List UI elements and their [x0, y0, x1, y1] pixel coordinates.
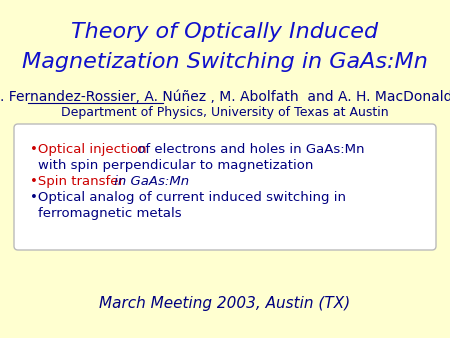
Text: •Spin transfer: •Spin transfer — [30, 175, 124, 188]
Text: Theory of Optically Induced: Theory of Optically Induced — [72, 22, 378, 42]
Text: March Meeting 2003, Austin (TX): March Meeting 2003, Austin (TX) — [99, 296, 351, 311]
Text: ferromagnetic metals: ferromagnetic metals — [38, 207, 182, 220]
Text: •Optical injection: •Optical injection — [30, 143, 147, 156]
FancyBboxPatch shape — [14, 124, 436, 250]
Text: of electrons and holes in GaAs:Mn: of electrons and holes in GaAs:Mn — [133, 143, 364, 156]
Text: •Optical analog of current induced switching in: •Optical analog of current induced switc… — [30, 191, 346, 204]
Text: Department of Physics, University of Texas at Austin: Department of Physics, University of Tex… — [61, 106, 389, 119]
Text: Magnetization Switching in GaAs:Mn: Magnetization Switching in GaAs:Mn — [22, 52, 428, 72]
Text: J. Fernandez-Rossier, A. Núñez , M. Abolfath  and A. H. MacDonald: J. Fernandez-Rossier, A. Núñez , M. Abol… — [0, 90, 450, 104]
Text: in GaAs:Mn: in GaAs:Mn — [110, 175, 189, 188]
Text: with spin perpendicular to magnetization: with spin perpendicular to magnetization — [38, 159, 313, 172]
